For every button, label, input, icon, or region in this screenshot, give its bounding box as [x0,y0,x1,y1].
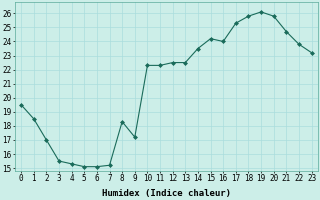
X-axis label: Humidex (Indice chaleur): Humidex (Indice chaleur) [102,189,231,198]
